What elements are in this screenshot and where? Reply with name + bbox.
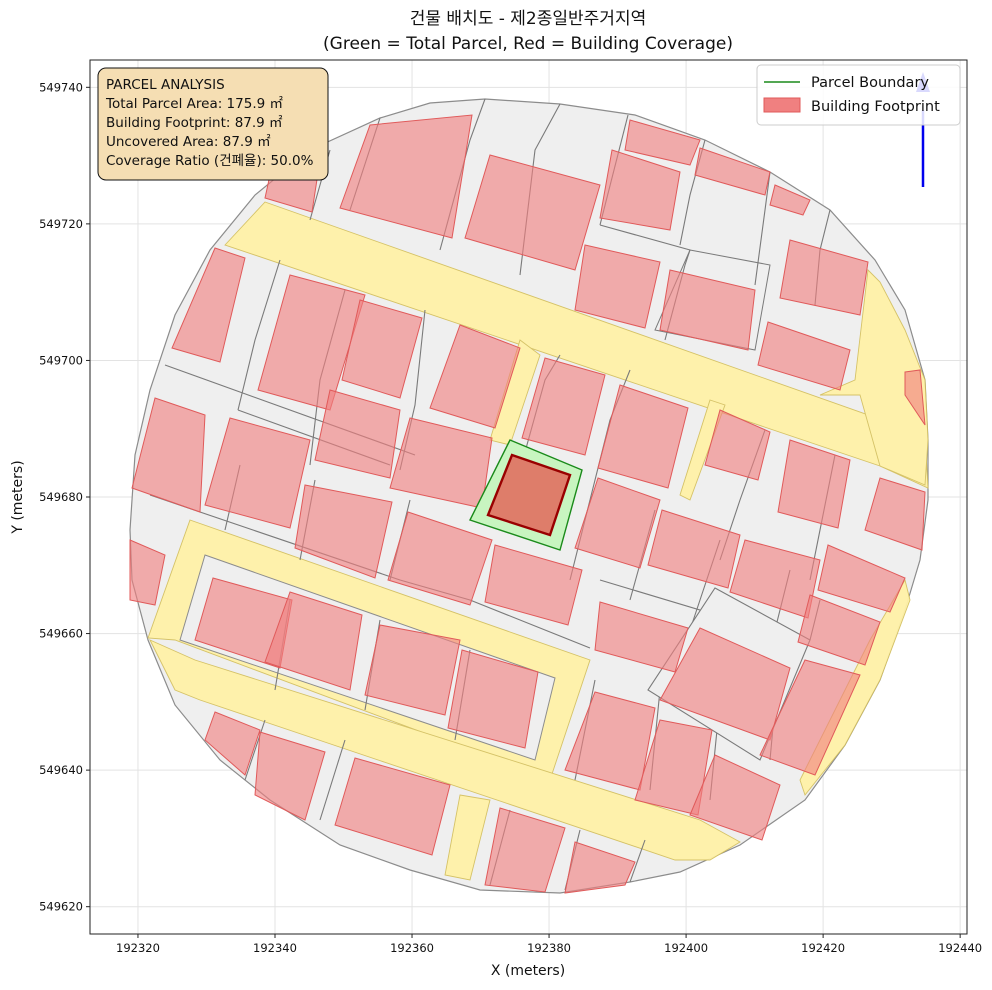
chart-title: 건물 배치도 - 제2종일반주거지역	[410, 9, 646, 29]
info-heading: PARCEL ANALYSIS	[106, 77, 225, 93]
building-footprint	[817, 544, 906, 613]
building-footprint	[597, 384, 689, 489]
x-tick-label: 192320	[116, 941, 160, 955]
building-footprint	[334, 757, 451, 856]
y-tick-label: 549660	[39, 627, 83, 641]
building-footprint	[704, 409, 771, 481]
building-footprint	[314, 389, 401, 479]
legend-building-swatch	[763, 97, 801, 113]
building-footprint	[364, 624, 461, 716]
road-north-diagonal	[224, 201, 929, 489]
building-footprint	[574, 244, 661, 329]
building-footprint	[129, 539, 166, 606]
building-footprint	[429, 324, 521, 429]
building-footprints	[129, 114, 926, 894]
building-footprint	[194, 577, 293, 669]
building-footprint	[339, 114, 473, 239]
building-footprint	[624, 119, 701, 166]
building-footprint	[204, 417, 311, 529]
building-footprint	[759, 659, 861, 776]
building-footprint	[464, 154, 601, 271]
building-footprint	[689, 754, 781, 841]
x-tick-label: 192400	[664, 941, 708, 955]
building-footprint	[574, 477, 661, 569]
building-footprint	[694, 147, 771, 196]
road-mid-east	[679, 399, 726, 501]
x-axis-label: X (meters)	[491, 963, 565, 979]
info-footprint: Building Footprint: 87.9 ㎡	[106, 115, 283, 131]
chart-subtitle: (Green = Total Parcel, Red = Building Co…	[323, 34, 733, 54]
y-axis-label: Y (meters)	[10, 460, 26, 534]
building-footprint	[171, 247, 246, 363]
y-tick-label: 549680	[39, 490, 83, 504]
building-footprint	[864, 477, 926, 551]
x-tick-label: 192360	[390, 941, 434, 955]
legend-parcel-label: Parcel Boundary	[811, 75, 929, 91]
building-footprint	[647, 509, 741, 589]
y-tick-label: 549700	[39, 353, 83, 367]
x-tick-label: 192440	[938, 941, 982, 955]
building-footprint	[659, 269, 756, 351]
y-tick-label: 549720	[39, 217, 83, 231]
legend-building-label: Building Footprint	[811, 99, 940, 115]
building-footprint	[264, 591, 363, 691]
x-tick-label: 192380	[527, 941, 571, 955]
road-east-vertical	[819, 269, 929, 486]
y-tick-label: 549740	[39, 80, 83, 94]
road-south-diagonal-b	[149, 639, 741, 861]
building-footprint	[521, 357, 606, 456]
info-uncovered: Uncovered Area: 87.9 ㎡	[106, 134, 271, 150]
building-footprint	[564, 841, 636, 894]
building-footprint	[757, 321, 851, 391]
building-footprint	[341, 299, 423, 399]
y-tick-label: 549620	[39, 900, 83, 914]
building-footprint	[779, 239, 869, 316]
building-footprint	[131, 397, 206, 513]
building-footprint	[769, 184, 811, 216]
building-footprint	[904, 369, 926, 426]
building-footprint	[204, 711, 261, 776]
x-tick-label: 192340	[253, 941, 297, 955]
target-building	[486, 453, 572, 537]
building-footprint	[387, 511, 493, 606]
building-footprint	[777, 439, 851, 529]
road-short-south	[444, 794, 491, 881]
x-tick-label: 192420	[801, 941, 845, 955]
info-total-area: Total Parcel Area: 175.9 ㎡	[105, 96, 283, 112]
building-footprint	[599, 149, 681, 231]
building-footprint	[484, 544, 583, 626]
building-footprint	[797, 594, 881, 666]
info-coverage-ratio: Coverage Ratio (건폐율): 50.0%	[106, 153, 314, 169]
building-footprint	[484, 807, 566, 893]
y-axis-ticks: 549740 549720 549700 549680 549660 549640 5496…	[39, 80, 90, 914]
building-footprint	[447, 649, 539, 749]
building-footprint	[254, 731, 326, 821]
building-footprint	[294, 484, 393, 579]
legend: Parcel Boundary Building Footprint	[756, 64, 961, 126]
x-axis-ticks: 192320 192340 192360 192380 192400 192420 1924…	[116, 934, 982, 955]
y-tick-label: 549640	[39, 763, 83, 777]
parcel-analysis-box: PARCEL ANALYSIS Total Parcel Area: 175.9…	[97, 67, 329, 181]
